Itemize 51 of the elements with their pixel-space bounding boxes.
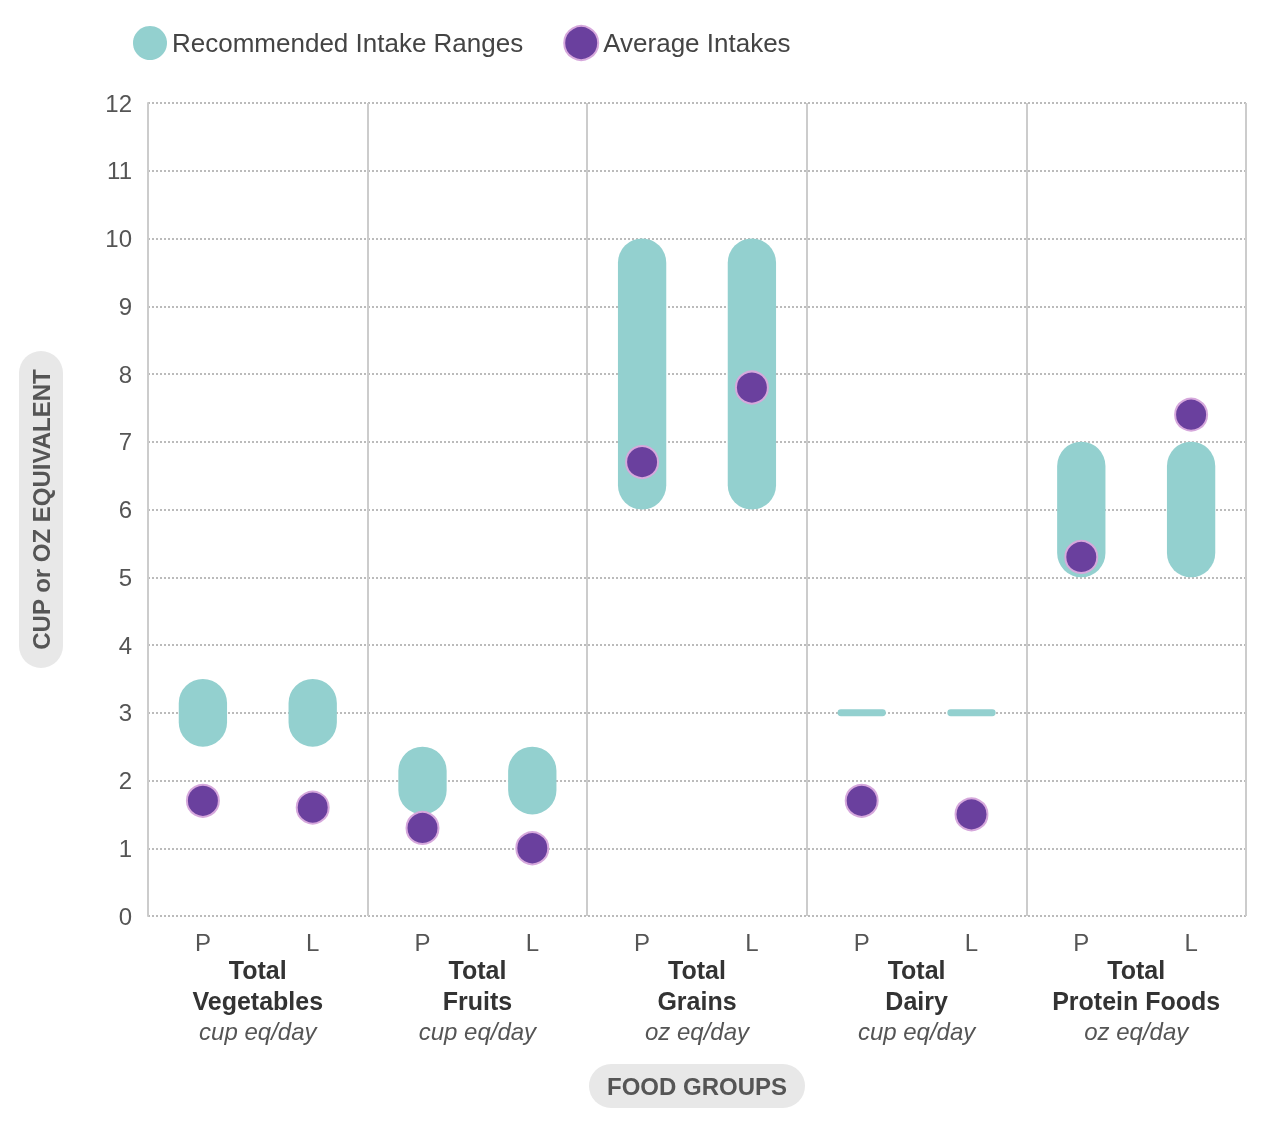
y-tick-label: 4 xyxy=(118,631,132,659)
x-tick-label: L xyxy=(745,928,759,956)
x-tick-label: L xyxy=(964,928,979,956)
text: oz eq/day xyxy=(1084,1018,1191,1045)
x-tick-label: P xyxy=(194,928,211,956)
y-tick-label: 8 xyxy=(118,360,132,388)
y-tick-label: 7 xyxy=(118,428,132,456)
y-tick-label: 5 xyxy=(118,563,132,591)
point xyxy=(185,783,220,818)
text: Total Dairy xyxy=(885,955,948,1015)
text: Total Vegetables xyxy=(192,955,324,1015)
x-tick-label: L xyxy=(306,928,320,956)
y-tick-label: 6 xyxy=(118,496,132,523)
text: cup eq/day xyxy=(857,1018,978,1045)
bar xyxy=(837,709,886,717)
text: Total Protein Foods xyxy=(1052,955,1221,1015)
x-tick-label: L xyxy=(525,928,539,956)
point xyxy=(625,445,660,480)
legend-label: Recommended Intake Ranges xyxy=(172,28,524,58)
y-tick-label: 1 xyxy=(118,834,132,862)
point xyxy=(954,797,989,832)
bar xyxy=(617,238,667,510)
text: Total Grains xyxy=(657,955,737,1015)
y-axis-title: CUP or OZ EQUIVALENT xyxy=(27,368,55,650)
y-tick-label: 9 xyxy=(118,292,132,320)
x-axis-title: FOOD GROUPS xyxy=(606,1072,788,1100)
point xyxy=(1064,539,1099,574)
text: cup eq/day xyxy=(199,1018,319,1045)
text: Total Fruits xyxy=(442,955,513,1015)
point xyxy=(844,783,879,818)
text: oz eq/day xyxy=(644,1018,752,1045)
y-tick-label: 12 xyxy=(105,89,132,117)
point xyxy=(734,370,769,405)
point xyxy=(295,790,330,825)
text: cup eq/day xyxy=(418,1018,539,1045)
point xyxy=(405,810,440,845)
point xyxy=(515,831,550,866)
x-tick-label: P xyxy=(1073,928,1090,956)
x-tick-label: L xyxy=(1184,928,1198,956)
y-tick-label: 3 xyxy=(118,699,132,727)
point xyxy=(1174,397,1209,432)
x-tick-label: P xyxy=(853,928,870,956)
bar xyxy=(727,238,777,510)
y-tick-label: 11 xyxy=(107,157,132,185)
y-tick-label: 0 xyxy=(118,902,132,930)
bar xyxy=(947,709,996,717)
x-tick-label: P xyxy=(414,928,431,956)
legend-label: Average Intakes xyxy=(603,28,791,58)
y-tick-label: 2 xyxy=(118,767,132,794)
x-tick-label: P xyxy=(634,928,651,956)
y-tick-label: 10 xyxy=(105,225,132,252)
